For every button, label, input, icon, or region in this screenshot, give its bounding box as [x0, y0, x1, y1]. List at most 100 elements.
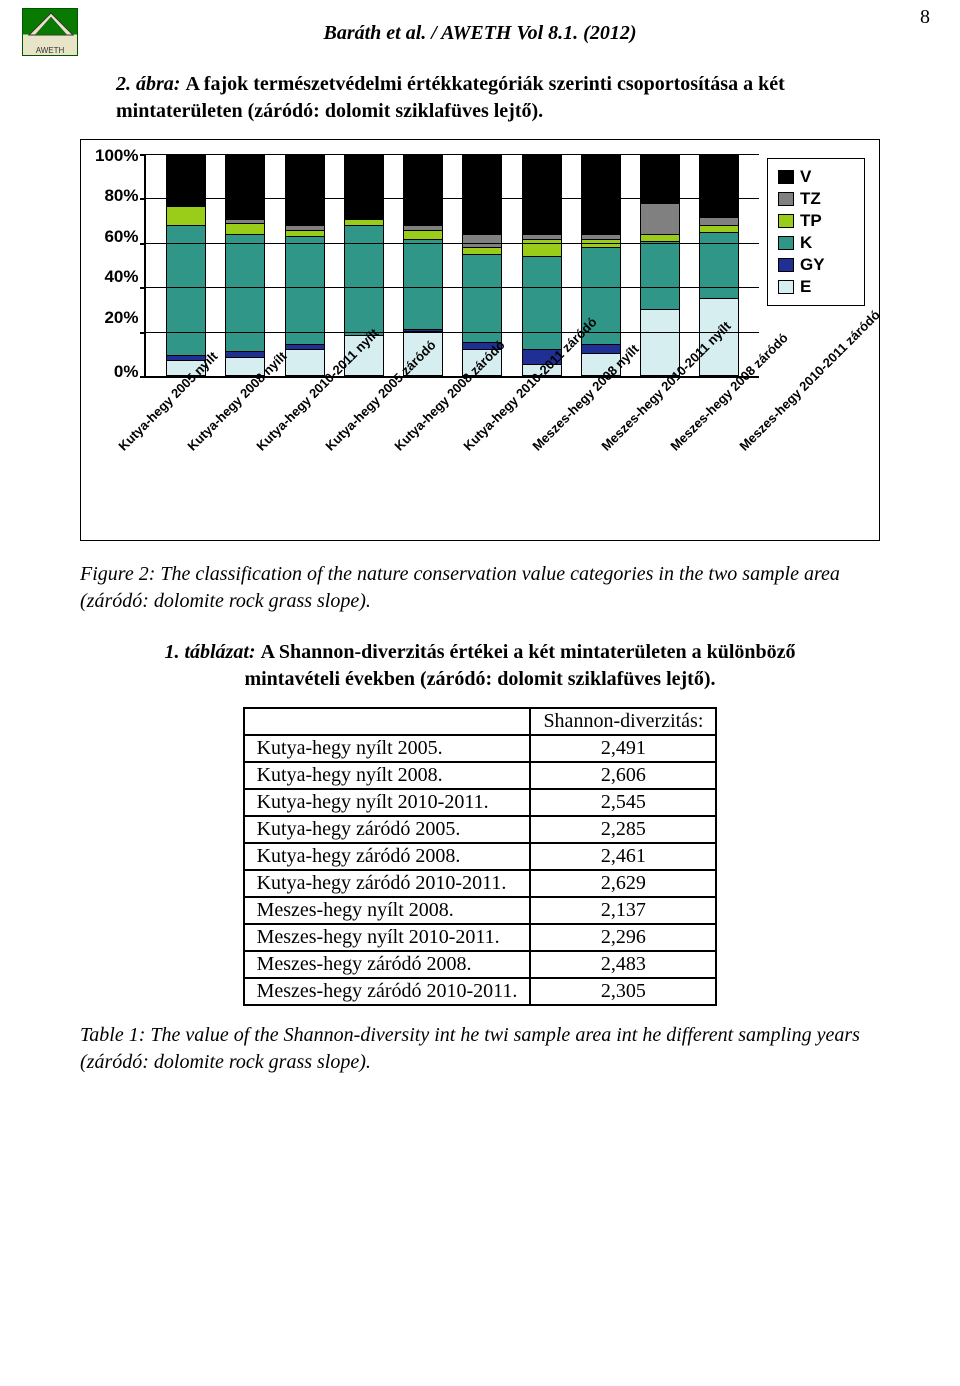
legend-item: TP: [778, 211, 854, 231]
legend-label: V: [800, 167, 811, 187]
row-label: Meszes-hegy nyílt 2010-2011.: [244, 924, 531, 951]
bar-segment-TZ: [463, 234, 501, 247]
figure-2-chart: 100%80%60%40%20%0% VTZTPKGYE Kutya-hegy …: [80, 139, 880, 541]
bar-segment-TP: [700, 225, 738, 232]
chart-plot-area: [144, 154, 759, 378]
bar-segment-V: [226, 155, 264, 219]
y-tick: [140, 198, 146, 200]
bar-segment-TZ: [700, 217, 738, 226]
bar-segment-K: [226, 234, 264, 351]
legend-item: TZ: [778, 189, 854, 209]
y-tick: [140, 154, 146, 156]
bar: [640, 154, 680, 376]
bar-segment-V: [523, 155, 561, 234]
y-tick-label: 60%: [95, 227, 138, 247]
bar-segment-K: [167, 225, 205, 355]
bar-segment-TP: [523, 239, 561, 257]
legend-swatch: [778, 258, 794, 272]
table-row: Meszes-hegy nyílt 2010-2011.2,296: [244, 924, 717, 951]
grid-line: [146, 243, 759, 244]
row-label: Kutya-hegy záródó 2005.: [244, 816, 531, 843]
row-value: 2,606: [530, 762, 716, 789]
y-tick-label: 40%: [95, 267, 138, 287]
legend-swatch: [778, 214, 794, 228]
legend-item: GY: [778, 255, 854, 275]
grid-line: [146, 154, 759, 155]
figure-title: 2. ábra: A fajok természetvédelmi értékk…: [116, 71, 840, 125]
y-tick-label: 0%: [95, 362, 138, 382]
bar-segment-K: [523, 256, 561, 348]
bar-segment-K: [404, 239, 442, 329]
bar: [166, 154, 206, 376]
table-row: Kutya-hegy nyílt 2005.2,491: [244, 735, 717, 762]
row-value: 2,545: [530, 789, 716, 816]
bar: [285, 154, 325, 376]
legend-label: GY: [800, 255, 825, 275]
bar: [225, 154, 265, 376]
table-row: Kutya-hegy nyílt 2010-2011.2,545: [244, 789, 717, 816]
row-value: 2,305: [530, 978, 716, 1005]
chart-legend: VTZTPKGYE: [767, 158, 865, 306]
bar-segment-V: [286, 155, 324, 225]
bar-segment-TP: [345, 219, 383, 226]
bar-segment-TP: [226, 223, 264, 234]
table-header-empty: [244, 708, 531, 735]
bar-segment-K: [463, 254, 501, 342]
legend-swatch: [778, 280, 794, 294]
table-row: Kutya-hegy záródó 2008.2,461: [244, 843, 717, 870]
shannon-diversity-table: Shannon-diverzitás: Kutya-hegy nyílt 200…: [243, 707, 718, 1006]
table-header-value: Shannon-diverzitás:: [530, 708, 716, 735]
page-number: 8: [920, 6, 930, 29]
row-value: 2,629: [530, 870, 716, 897]
legend-label: K: [800, 233, 812, 253]
bar-segment-V: [404, 155, 442, 225]
bar-segment-TP: [167, 206, 205, 226]
row-value: 2,137: [530, 897, 716, 924]
legend-swatch: [778, 170, 794, 184]
x-axis-labels: Kutya-hegy 2005 nyíltKutya-hegy 2008 nyí…: [155, 378, 865, 538]
legend-item: E: [778, 277, 854, 297]
table-title-lead: 1. táblázat:: [164, 641, 255, 663]
running-header: Baráth et al. / AWETH Vol 8.1. (2012): [80, 22, 880, 45]
y-tick: [140, 287, 146, 289]
table-row: Meszes-hegy záródó 2008.2,483: [244, 951, 717, 978]
row-label: Kutya-hegy záródó 2008.: [244, 843, 531, 870]
bar-segment-V: [641, 155, 679, 203]
bar-segment-E: [641, 309, 679, 375]
table-row: Kutya-hegy nyílt 2008.2,606: [244, 762, 717, 789]
grid-line: [146, 332, 759, 333]
bar-segment-V: [700, 155, 738, 217]
figure-title-rest: A fajok természetvédelmi értékkategóriák…: [116, 73, 785, 122]
table-caption: Table 1: The value of the Shannon-divers…: [80, 1022, 880, 1076]
row-label: Meszes-hegy záródó 2010-2011.: [244, 978, 531, 1005]
bar-segment-K: [286, 236, 324, 344]
y-tick: [140, 376, 146, 378]
bars-container: [146, 154, 759, 376]
table-title: 1. táblázat: A Shannon-diverzitás értéke…: [120, 639, 840, 693]
bar-segment-V: [463, 155, 501, 234]
row-value: 2,483: [530, 951, 716, 978]
legend-item: V: [778, 167, 854, 187]
row-label: Meszes-hegy záródó 2008.: [244, 951, 531, 978]
table-title-rest: A Shannon-diverzitás értékei a két minta…: [244, 641, 795, 690]
row-label: Kutya-hegy nyílt 2010-2011.: [244, 789, 531, 816]
bar-segment-E: [286, 349, 324, 375]
table-row: Kutya-hegy záródó 2005.2,285: [244, 816, 717, 843]
figure-caption: Figure 2: The classification of the natu…: [80, 561, 880, 615]
y-axis-labels: 100%80%60%40%20%0%: [95, 154, 144, 376]
grid-line: [146, 287, 759, 288]
bar-segment-K: [641, 241, 679, 309]
row-value: 2,285: [530, 816, 716, 843]
figure-title-lead: 2. ábra:: [116, 73, 180, 95]
y-tick: [140, 332, 146, 334]
legend-swatch: [778, 192, 794, 206]
table-row: Meszes-hegy nyílt 2008.2,137: [244, 897, 717, 924]
legend-item: K: [778, 233, 854, 253]
legend-label: E: [800, 277, 811, 297]
row-label: Kutya-hegy nyílt 2005.: [244, 735, 531, 762]
journal-logo: AWETH: [22, 8, 78, 56]
legend-swatch: [778, 236, 794, 250]
legend-label: TP: [800, 211, 822, 231]
bar-segment-TP: [641, 234, 679, 241]
table-body: Kutya-hegy nyílt 2005.2,491Kutya-hegy ny…: [244, 735, 717, 1005]
